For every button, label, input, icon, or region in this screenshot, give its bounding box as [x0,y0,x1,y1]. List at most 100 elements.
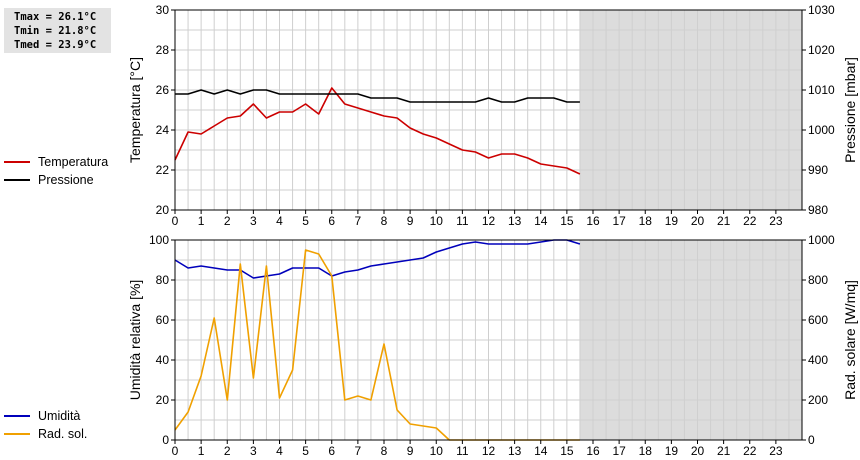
x-tick-label: 6 [328,214,335,228]
legend-swatch-umidita [4,415,30,417]
y-tick-label: 26 [156,83,170,97]
legend-item-rad-sol: Rad. sol. [4,425,87,443]
y2-tick-label: 1030 [808,3,835,17]
y-tick-label: 40 [156,353,170,367]
y2-tick-label: 1000 [808,123,835,137]
series-line-umidit [174,239,581,279]
y-axis-label: Umidità relativa [%] [127,280,143,401]
x-tick-label: 15 [560,214,574,228]
stat-tmed: Tmed = 23.9°C [14,39,97,51]
y-tick-label: 28 [156,43,170,57]
y-tick-label: 20 [156,393,170,407]
x-tick-label: 9 [407,444,414,458]
stat-tmin: Tmin = 21.8°C [14,25,97,37]
x-tick-label: 14 [534,444,548,458]
x-tick-label: 17 [612,444,626,458]
x-tick-label: 21 [717,214,731,228]
y-tick-label: 0 [162,433,169,447]
x-tick-label: 6 [328,444,335,458]
legend-top: Temperatura Pressione [4,153,108,189]
legend-label-rad-sol: Rad. sol. [38,427,88,441]
y2-tick-label: 0 [808,433,815,447]
stat-tmax: Tmax = 26.1°C [14,11,97,23]
x-tick-label: 23 [769,444,783,458]
x-tick-label: 19 [665,214,679,228]
x-tick-label: 16 [586,214,600,228]
y2-axis-label: Rad. solare [W/mq] [842,280,858,400]
x-tick-label: 5 [302,444,309,458]
x-tick-label: 2 [224,214,231,228]
x-tick-label: 9 [407,214,414,228]
legend-item-temperatura: Temperatura [4,153,108,171]
y2-tick-label: 600 [808,313,828,327]
x-tick-label: 4 [276,214,283,228]
legend-swatch-rad-sol [4,433,30,435]
legend-label-pressione: Pressione [38,173,94,187]
series-line-temperatura [174,87,581,175]
legend-label-temperatura: Temperatura [38,155,109,169]
y-axis-label: Temperatura [°C] [127,57,143,163]
y-tick-label: 30 [156,3,170,17]
y2-tick-label: 1000 [808,233,835,247]
y2-axis-label: Pressione [mbar] [842,57,858,163]
x-tick-label: 20 [691,444,705,458]
x-tick-label: 1 [198,214,205,228]
x-tick-label: 13 [508,444,522,458]
y-tick-label: 20 [156,203,170,217]
y-tick-label: 22 [156,163,170,177]
legend-bottom: Umidità Rad. sol. [4,407,87,443]
x-tick-label: 3 [250,214,257,228]
x-tick-label: 3 [250,444,257,458]
x-tick-label: 8 [381,444,388,458]
x-tick-label: 10 [430,444,444,458]
legend-swatch-temperatura [4,161,30,163]
y-tick-label: 60 [156,313,170,327]
y2-tick-label: 990 [808,163,828,177]
legend-label-umidita: Umidità [38,409,81,423]
y2-tick-label: 400 [808,353,828,367]
legend-item-umidita: Umidità [4,407,87,425]
x-tick-label: 11 [456,214,469,228]
x-tick-label: 0 [172,444,179,458]
x-tick-label: 13 [508,214,522,228]
x-tick-label: 14 [534,214,548,228]
stats-box: Tmax = 26.1°C Tmin = 21.8°C Tmed = 23.9°… [4,8,111,53]
x-tick-label: 5 [302,214,309,228]
x-tick-label: 12 [482,444,496,458]
x-tick-label: 17 [612,214,626,228]
x-tick-label: 20 [691,214,705,228]
x-tick-label: 18 [639,444,653,458]
x-tick-label: 16 [586,444,600,458]
x-tick-label: 2 [224,444,231,458]
legend-item-pressione: Pressione [4,171,108,189]
x-tick-label: 12 [482,214,496,228]
x-tick-label: 8 [381,214,388,228]
x-tick-label: 0 [172,214,179,228]
chart-top: 0 1 2 3 4 5 6 7 8 9 10 11 12 13 14 15 16 17 18 19 20 21 22 2320… [127,3,858,228]
x-tick-label: 1 [198,444,205,458]
y-tick-label: 80 [156,273,170,287]
chart-bottom: 0 1 2 3 4 5 6 7 8 9 10 11 12 13 14 15 16 17 18 19 20 21 22 2302… [127,233,858,458]
y-tick-label: 100 [149,233,169,247]
y2-tick-label: 1010 [808,83,835,97]
x-tick-label: 7 [355,214,362,228]
y2-tick-label: 800 [808,273,828,287]
x-tick-label: 18 [639,214,653,228]
series-line-pressione [175,89,580,103]
series-line-rad-sol [174,249,580,441]
y2-tick-label: 1020 [808,43,835,57]
y-tick-label: 24 [156,123,170,137]
x-tick-label: 21 [717,444,731,458]
y2-tick-label: 980 [808,203,828,217]
x-tick-label: 7 [355,444,362,458]
x-tick-label: 4 [276,444,283,458]
x-tick-label: 22 [743,214,757,228]
y2-tick-label: 200 [808,393,828,407]
legend-swatch-pressione [4,179,30,181]
x-tick-label: 19 [665,444,679,458]
x-tick-label: 23 [769,214,783,228]
x-tick-label: 11 [456,444,469,458]
x-tick-label: 15 [560,444,574,458]
x-tick-label: 10 [430,214,444,228]
